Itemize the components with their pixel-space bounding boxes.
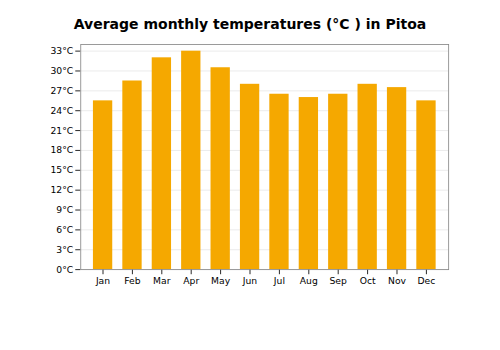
svg-text:12°C: 12°C [50, 184, 73, 195]
svg-text:Sep: Sep [330, 275, 348, 286]
html-text:Average monthly temperatures (: Average monthly temperatures (°C ) in Pi… [73, 16, 427, 32]
svg-text:9°C: 9°C [56, 204, 73, 215]
svg-text:0°C: 0°C [56, 264, 73, 275]
svg-text:6°C: 6°C [56, 224, 73, 235]
svg-text:Jul: Jul [273, 275, 285, 286]
svg-text:18°C: 18°C [50, 144, 73, 155]
svg-text:27°C: 27°C [50, 85, 73, 96]
svg-text:Feb: Feb [124, 275, 140, 286]
svg-text:Dec: Dec [417, 275, 435, 286]
svg-text:Aug: Aug [300, 275, 318, 286]
svg-text:3°C: 3°C [56, 244, 73, 255]
svg-text:Oct: Oct [360, 275, 376, 286]
svg-text:33°C: 33°C [50, 45, 73, 56]
svg-text:Apr: Apr [183, 275, 199, 286]
svg-text:24°C: 24°C [50, 105, 73, 116]
svg-text:Jan: Jan [95, 275, 110, 286]
svg-text:Mar: Mar [153, 275, 171, 286]
svg-text:30°C: 30°C [50, 65, 73, 76]
svg-text:Jun: Jun [242, 275, 258, 286]
svg-text:21°C: 21°C [50, 125, 73, 136]
svg-text:15°C: 15°C [50, 164, 73, 175]
svg-text:Nov: Nov [388, 275, 407, 286]
svg-text:May: May [211, 275, 231, 286]
